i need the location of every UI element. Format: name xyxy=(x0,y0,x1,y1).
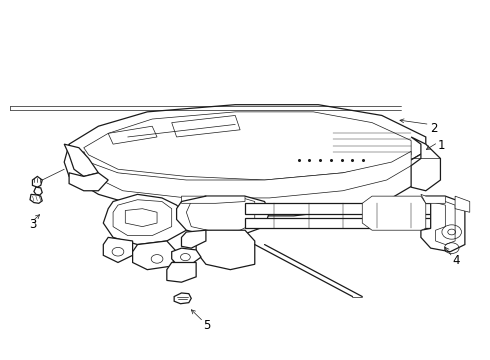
Polygon shape xyxy=(34,187,42,195)
Polygon shape xyxy=(421,194,445,203)
Polygon shape xyxy=(113,200,172,235)
Polygon shape xyxy=(186,199,255,232)
Polygon shape xyxy=(431,202,455,244)
Text: 4: 4 xyxy=(453,254,460,267)
Polygon shape xyxy=(84,112,411,180)
Polygon shape xyxy=(245,218,431,228)
Polygon shape xyxy=(125,209,157,226)
Polygon shape xyxy=(174,293,191,304)
Polygon shape xyxy=(69,105,426,184)
Polygon shape xyxy=(108,126,157,144)
Polygon shape xyxy=(69,173,108,191)
Polygon shape xyxy=(245,203,431,214)
Polygon shape xyxy=(181,230,206,248)
Polygon shape xyxy=(64,144,426,216)
Polygon shape xyxy=(32,176,42,187)
Polygon shape xyxy=(172,248,201,264)
Polygon shape xyxy=(181,196,245,203)
Polygon shape xyxy=(411,137,441,191)
Polygon shape xyxy=(84,151,411,198)
Polygon shape xyxy=(103,194,186,244)
Polygon shape xyxy=(421,196,465,252)
Polygon shape xyxy=(362,196,426,230)
Polygon shape xyxy=(64,144,98,176)
Polygon shape xyxy=(167,262,196,282)
Text: 1: 1 xyxy=(438,139,445,152)
Polygon shape xyxy=(133,241,176,270)
Polygon shape xyxy=(455,196,470,212)
Text: 5: 5 xyxy=(203,319,211,332)
Polygon shape xyxy=(172,116,240,137)
Polygon shape xyxy=(196,230,255,270)
Polygon shape xyxy=(103,237,133,262)
Text: 3: 3 xyxy=(29,218,36,231)
Polygon shape xyxy=(30,194,42,203)
Text: 2: 2 xyxy=(430,122,437,135)
Polygon shape xyxy=(176,196,270,237)
